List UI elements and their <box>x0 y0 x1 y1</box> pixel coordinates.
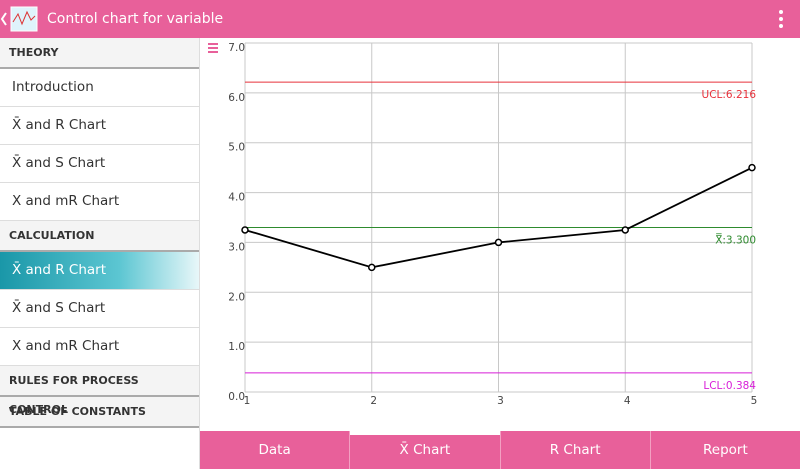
y-tick-label: 4.0 <box>228 192 245 204</box>
x-tick-label: 3 <box>497 395 504 407</box>
tab-bar: Data X̄ Chart R Chart Report <box>200 431 800 469</box>
y-tick-label: 2.0 <box>228 291 245 303</box>
section-header[interactable]: TABLE OF CONSTANTS <box>0 397 199 428</box>
x-tick-label: 1 <box>244 395 251 407</box>
nav-item[interactable]: X and mR Chart <box>0 183 199 221</box>
y-tick-label: 6.0 <box>228 92 245 104</box>
reference-label: X̿:3.300 <box>715 233 756 247</box>
nav-item[interactable]: X̄ and S Chart <box>0 290 199 328</box>
section-header[interactable]: CALCULATION <box>0 221 199 252</box>
drawer-toggle[interactable] <box>208 43 218 53</box>
tab[interactable]: Data <box>258 442 291 458</box>
reference-label: UCL:6.216 <box>702 89 757 101</box>
y-tick-label: 7.0 <box>228 42 245 54</box>
x-tick-label: 2 <box>370 395 377 407</box>
chart: 0.0 1.0 2.0 3.0 4.0 5.0 6.0 7.0 1 2 3 4 5 UCL:6.216 X̿… <box>208 42 758 407</box>
navigation-drawer: THEORY Introduction X̄ and R Chart X̄ and S… <box>0 38 200 469</box>
section-header[interactable]: THEORY <box>0 38 199 69</box>
nav-item[interactable]: Introduction <box>0 69 199 107</box>
y-tick-label: 1.0 <box>228 341 245 353</box>
x-tick-label: 4 <box>624 395 631 407</box>
tab[interactable]: Report <box>649 431 800 469</box>
y-tick-label: 3.0 <box>228 241 245 253</box>
tab[interactable]: R Chart <box>499 431 650 469</box>
reference-label: LCL:0.384 <box>703 380 756 392</box>
app-icon[interactable] <box>0 0 40 38</box>
data-point <box>748 163 756 172</box>
app-title: Control chart for variable <box>47 11 224 27</box>
nav-item[interactable]: X̄ and S Chart <box>0 145 199 183</box>
y-tick-label: 0.0 <box>228 391 245 403</box>
y-tick-label: 5.0 <box>228 142 245 154</box>
data-point <box>241 226 249 234</box>
data-point <box>368 263 376 272</box>
nav-item[interactable]: X̄ and R Chart <box>0 107 199 145</box>
overflow-menu[interactable] <box>776 9 786 29</box>
data-point <box>621 226 629 234</box>
nav-item[interactable]: X̄ and R Chart <box>0 252 199 290</box>
app-bar: Control chart for variable <box>0 0 800 38</box>
x-tick-label: 5 <box>751 395 758 407</box>
tab[interactable]: X̄ Chart <box>349 431 500 469</box>
data-point <box>494 238 503 247</box>
nav-item[interactable]: X and mR Chart <box>0 328 199 366</box>
section-header[interactable]: RULES FOR PROCESS CONTROL <box>0 366 199 416</box>
